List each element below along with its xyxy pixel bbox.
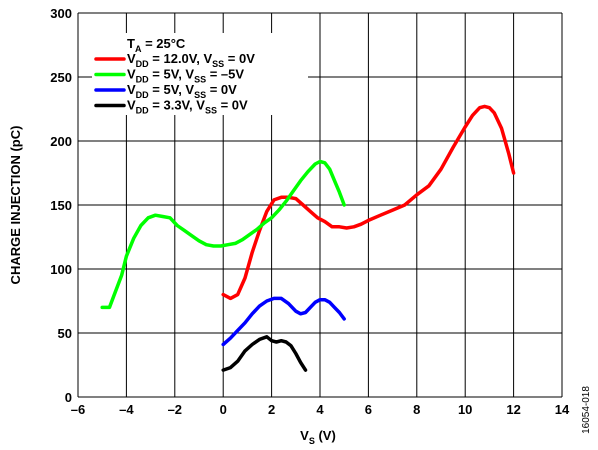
x-tick-label: 12 bbox=[506, 402, 520, 417]
x-tick-label: 0 bbox=[220, 402, 227, 417]
y-tick-label: 100 bbox=[50, 262, 72, 277]
x-tick-label: 4 bbox=[316, 402, 324, 417]
legend-entry: VDD = 3.3V, VSS = 0V bbox=[127, 98, 248, 116]
tick-labels: –6 –4 –2 0 2 4 6 8 10 12 14 0 50 100 150 200 250 300 bbox=[50, 6, 570, 417]
series-line bbox=[221, 335, 308, 372]
series-line bbox=[221, 104, 516, 301]
x-tick-label: 10 bbox=[458, 402, 472, 417]
legend-entry: VDD = 12.0V, VSS = 0V bbox=[127, 51, 255, 69]
y-tick-label: 0 bbox=[65, 390, 72, 405]
y-axis-label: CHARGE INJECTION (pC) bbox=[8, 126, 23, 285]
x-tick-label: 2 bbox=[268, 402, 275, 417]
x-tick-label: –2 bbox=[168, 402, 182, 417]
x-tick-label: 14 bbox=[555, 402, 570, 417]
y-tick-label: 50 bbox=[58, 326, 72, 341]
series-line bbox=[221, 296, 346, 347]
x-axis-label-subscript: S bbox=[309, 436, 315, 446]
y-tick-label: 150 bbox=[50, 198, 72, 213]
y-tick-label: 300 bbox=[50, 6, 72, 21]
x-tick-label: 8 bbox=[413, 402, 420, 417]
x-tick-label: 6 bbox=[365, 402, 372, 417]
legend-background bbox=[92, 33, 308, 115]
series-lines bbox=[100, 104, 516, 372]
x-tick-label: –4 bbox=[119, 402, 134, 417]
series-line bbox=[100, 159, 346, 310]
x-tick-label: –6 bbox=[71, 402, 85, 417]
legend-entry: VDD = 5V, VSS = 0V bbox=[127, 82, 237, 100]
figure-id: 16054-018 bbox=[581, 386, 592, 434]
y-tick-label: 250 bbox=[50, 70, 72, 85]
y-tick-label: 200 bbox=[50, 134, 72, 149]
x-axis-label: VS (V) bbox=[300, 428, 336, 446]
x-axis-label-unit: (V) bbox=[315, 428, 336, 443]
grid bbox=[77, 12, 563, 398]
legend-title: TA = 25°C bbox=[127, 36, 186, 54]
x-axis-label-main: V bbox=[300, 428, 309, 443]
legend-entry: VDD = 5V, VSS = –5V bbox=[127, 67, 244, 85]
